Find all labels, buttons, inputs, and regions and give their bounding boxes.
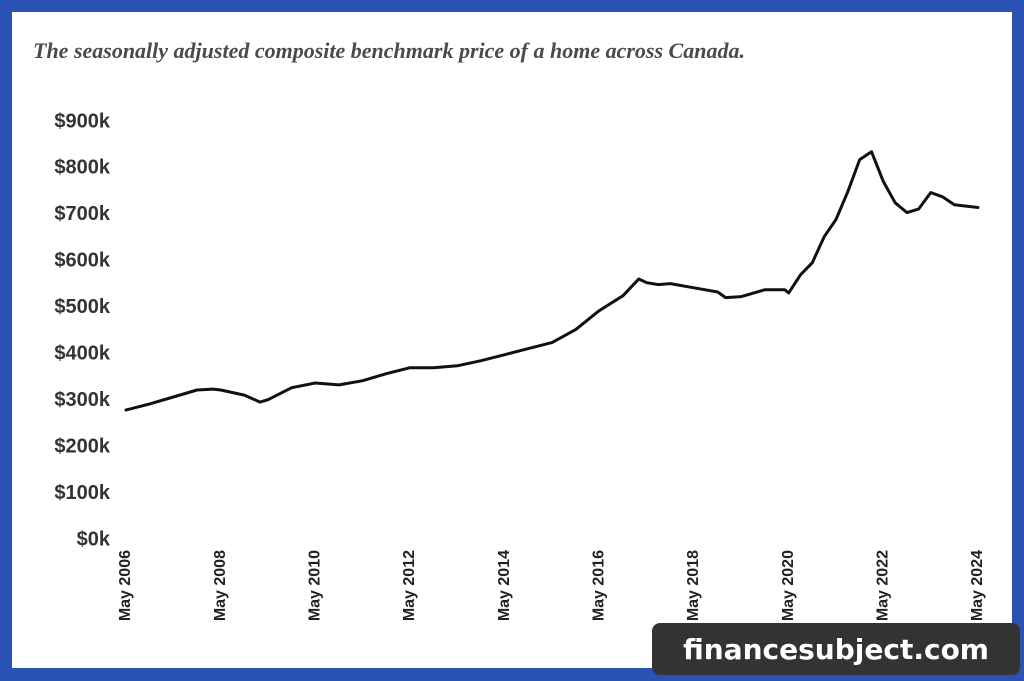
- x-tick-label: May 2014: [496, 550, 513, 621]
- price-line: [124, 150, 980, 412]
- x-tick-label: May 2006: [117, 550, 134, 621]
- chart-title: The seasonally adjusted composite benchm…: [33, 38, 745, 63]
- x-tick-label: May 2016: [591, 550, 608, 621]
- y-tick-label: $500k: [54, 296, 110, 318]
- y-tick-label: $100k: [54, 482, 110, 504]
- y-tick-label: $300k: [54, 389, 110, 411]
- x-tick-label: May 2024: [969, 550, 986, 621]
- x-tick-label: May 2010: [307, 550, 324, 621]
- watermark-box: [652, 623, 1020, 675]
- y-tick-label: $900k: [54, 110, 110, 132]
- x-tick-label: May 2012: [401, 550, 418, 621]
- x-tick-label: May 2018: [685, 550, 702, 621]
- x-tick-label: May 2022: [875, 550, 892, 621]
- y-tick-label: $800k: [54, 157, 110, 179]
- y-tick-label: $600k: [54, 250, 110, 272]
- y-tick-label: $0k: [77, 528, 111, 550]
- y-tick-label: $400k: [54, 343, 110, 365]
- watermark: financesubject.com: [683, 633, 989, 666]
- frame: [12, 12, 1012, 668]
- y-tick-label: $200k: [54, 435, 110, 457]
- x-tick-label: May 2008: [212, 550, 229, 621]
- x-tick-label: May 2020: [780, 550, 797, 621]
- y-tick-label: $700k: [54, 203, 110, 225]
